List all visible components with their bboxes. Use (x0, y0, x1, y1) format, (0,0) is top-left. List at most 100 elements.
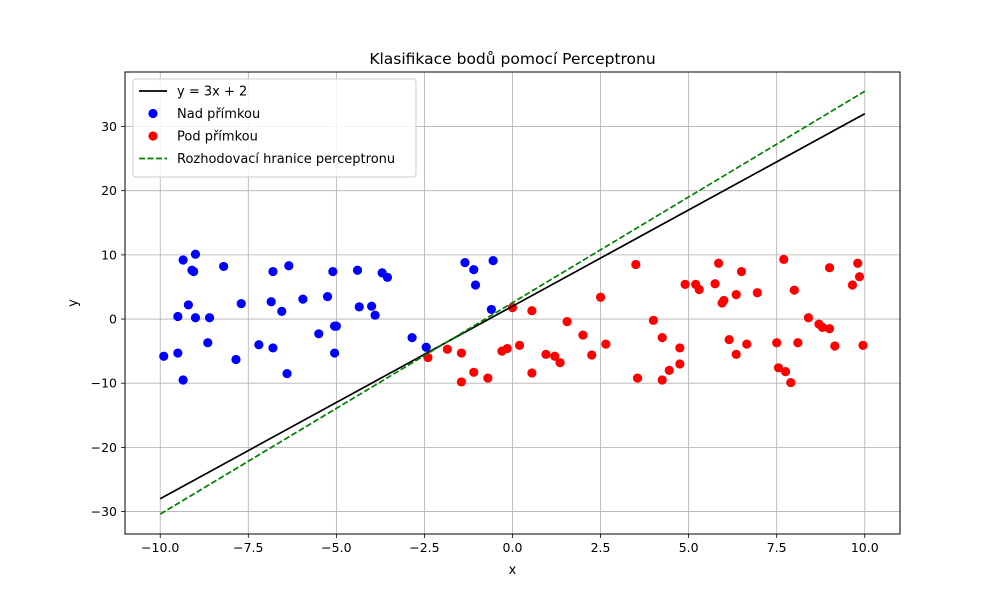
x-tick-label: −7.5 (233, 540, 263, 555)
scatter-point (675, 359, 685, 369)
ticks: −10.0 −7.5 −5.0 −2.5 0.0 2.5 5.0 7.5 10.0 −30 −20 −… (91, 119, 879, 555)
x-tick-label: 10.0 (851, 540, 879, 555)
scatter-point (382, 272, 393, 282)
scatter-point (527, 368, 537, 378)
scatter-point (469, 367, 479, 377)
scatter-point (322, 291, 333, 302)
scatter-point (824, 324, 835, 334)
scatter-point (527, 306, 537, 316)
scatter-point (190, 249, 201, 259)
scatter-point (780, 367, 791, 377)
chart-title: Klasifikace bodů pomocí Perceptronu (369, 50, 655, 68)
scatter-point (421, 342, 431, 352)
scatter-point (694, 284, 704, 295)
scatter-point (173, 348, 183, 358)
decision-boundary-line (159, 90, 866, 515)
x-axis-label: x (509, 563, 517, 578)
scatter-point (284, 261, 294, 271)
series-layer (159, 90, 868, 515)
series-pod-p-mkou (423, 254, 868, 388)
x-tick-label: −2.5 (409, 540, 439, 555)
x-tick-label: 0.0 (503, 540, 523, 555)
scatter-point (442, 344, 452, 354)
y-axis-label: y (66, 299, 81, 307)
scatter-point (803, 313, 814, 323)
scatter-point (352, 265, 363, 275)
y-tick-label: −10 (91, 376, 117, 391)
scatter-point (189, 266, 199, 277)
scatter-point (742, 339, 752, 349)
scatter-point (407, 333, 417, 343)
scatter-point (203, 338, 213, 348)
scatter-point (736, 266, 747, 277)
reference-line (159, 112, 866, 500)
scatter-point (330, 348, 340, 358)
scatter-point (219, 261, 229, 272)
x-tick-label: −10.0 (141, 540, 179, 555)
scatter-point (159, 351, 169, 361)
scatter-point (231, 354, 241, 365)
scatter-point (555, 358, 565, 368)
legend-marker-swatch (148, 131, 158, 141)
scatter-point (456, 348, 467, 358)
scatter-point (719, 295, 729, 306)
x-tick-label: 7.5 (767, 540, 787, 555)
scatter-point (366, 301, 377, 311)
scatter-point (731, 290, 741, 300)
scatter-point (601, 339, 611, 349)
y-tick-label: 30 (101, 119, 117, 134)
scatter-point (786, 377, 796, 388)
scatter-point (648, 315, 659, 325)
scatter-point (550, 351, 560, 361)
scatter-point (731, 349, 741, 359)
x-tick-label: 5.0 (679, 540, 699, 555)
scatter-point (858, 340, 868, 350)
scatter-point (183, 300, 194, 310)
scatter-point (486, 304, 496, 315)
scatter-point (824, 263, 835, 273)
legend-box (132, 78, 417, 178)
scatter-point (587, 350, 597, 360)
scatter-point (178, 255, 188, 265)
scatter-point (268, 343, 278, 353)
scatter-point (793, 338, 803, 348)
scatter-point (470, 280, 481, 290)
scatter-point (578, 330, 588, 340)
scatter-point (469, 265, 479, 275)
scatter-point (298, 294, 308, 304)
scatter-point (331, 321, 341, 331)
y-tick-label: 20 (101, 183, 117, 198)
legend-label: y = 3x + 2 (177, 85, 247, 100)
scatter-point (328, 266, 338, 277)
scatter-point (773, 363, 784, 373)
scatter-point (488, 256, 498, 266)
x-tick-label: 2.5 (591, 540, 611, 555)
scatter-point (853, 258, 863, 268)
scatter-point (680, 279, 690, 289)
scatter-point (789, 285, 799, 295)
scatter-point (847, 280, 858, 290)
scatter-point (514, 340, 525, 350)
scatter-point (277, 306, 287, 316)
scatter-point (456, 377, 467, 387)
scatter-point (710, 279, 720, 289)
scatter-point (631, 259, 641, 270)
scatter-point (254, 340, 264, 350)
scatter-point (830, 341, 840, 351)
scatter-point (266, 297, 276, 307)
legend-marker-swatch (148, 108, 158, 119)
y-tick-label: −30 (91, 504, 117, 519)
y-tick-label: 10 (101, 247, 117, 262)
scatter-point (460, 257, 470, 268)
scatter-point (752, 288, 762, 298)
scatter-point (502, 343, 512, 354)
scatter-point (354, 302, 364, 312)
x-tick-label: −5.0 (321, 540, 351, 555)
y-tick-label: 0 (109, 312, 117, 327)
scatter-point (664, 365, 674, 375)
scatter-point (268, 266, 278, 277)
scatter-point (173, 311, 183, 322)
scatter-point (483, 373, 493, 383)
scatter-point (562, 317, 572, 327)
scatter-point (632, 373, 643, 383)
